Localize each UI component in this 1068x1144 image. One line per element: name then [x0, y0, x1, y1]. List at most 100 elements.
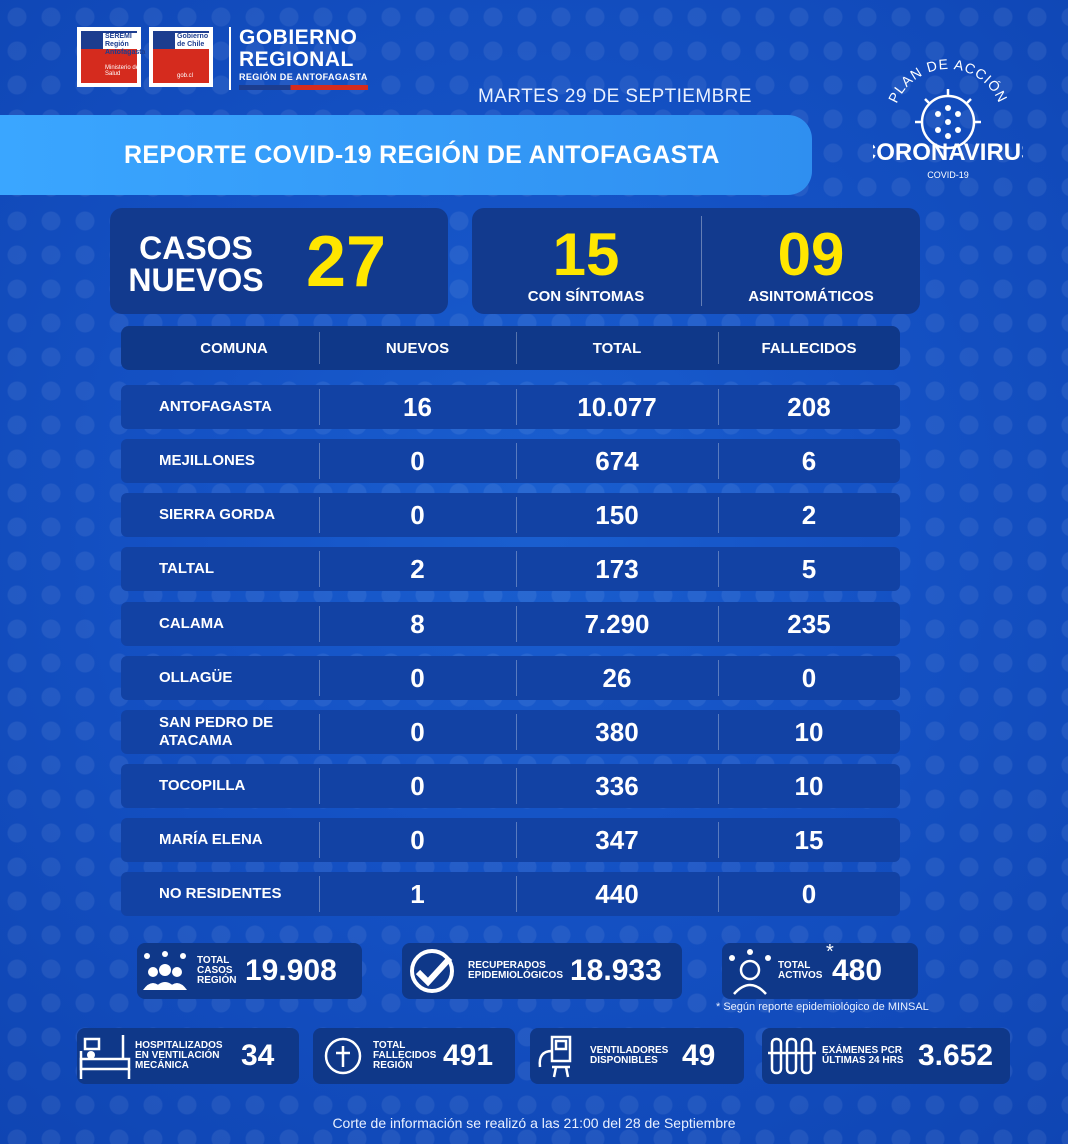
activos-note-text: Según reporte epidemiológico de MINSAL: [723, 1001, 929, 1013]
test-tubes-icon: [768, 1037, 816, 1075]
ventiladores-label: VENTILADORES DISPONIBLES: [590, 1045, 669, 1066]
table-row: SIERRA GORDA 0 150 2: [121, 493, 900, 537]
casos-label-line2: NUEVOS: [128, 262, 264, 298]
total-casos-value: 19.908: [245, 954, 337, 987]
cell-fallecidos: 0: [801, 878, 817, 909]
cell-fallecidos: 208: [787, 391, 831, 422]
fallecidos-label: TOTAL FALLECIDOS REGIÓN: [373, 1040, 437, 1071]
casos-nuevos-label: CASOS NUEVOS: [116, 232, 276, 296]
cell-total: 336: [595, 770, 639, 801]
cell-fallecidos: 235: [787, 608, 831, 639]
table-row: MEJILLONES 0 674 6: [121, 439, 900, 483]
sintomas-panel: 15 CON SÍNTOMAS 09 ASINTOMÁTICOS: [472, 208, 920, 314]
cell-comuna: MEJILLONES: [159, 452, 255, 469]
logos-bar: SEREMI Región Antofagasta Ministerio de …: [77, 27, 368, 90]
header-total: TOTAL: [592, 340, 642, 357]
ventiladores-box: VENTILADORES DISPONIBLES 49: [530, 1028, 744, 1084]
cell-total: 10.077: [577, 391, 657, 422]
table-row: MARÍA ELENA 0 347 15: [121, 818, 900, 862]
svg-text:PLAN DE ACCIÓN: PLAN DE ACCIÓN: [885, 56, 1011, 105]
con-sintomas-stat: 15 CON SÍNTOMAS: [486, 221, 686, 306]
con-sintomas-value: 15: [552, 221, 620, 288]
cell-nuevos: 0: [410, 662, 425, 693]
seremi-logo: SEREMI Región Antofagasta Ministerio de …: [77, 27, 145, 87]
gobierno-chile-logo: Gobierno de Chile gob.cl: [149, 27, 213, 87]
badge-main-text: CORONAVIRUS: [873, 139, 1023, 166]
asintomaticos-value: 09: [777, 221, 845, 288]
cross-icon: [324, 1037, 362, 1075]
con-sintomas-label: CON SÍNTOMAS: [527, 288, 645, 305]
cell-fallecidos: 5: [801, 553, 817, 584]
table-row: NO RESIDENTES 1 440 0: [121, 872, 900, 916]
cell-nuevos: 2: [410, 553, 425, 584]
page-title: REPORTE COVID-19 REGIÓN DE ANTOFAGASTA: [124, 141, 720, 169]
cell-fallecidos: 6: [801, 445, 817, 476]
cell-fallecidos: 15: [794, 824, 824, 855]
cell-comuna: SAN PEDRO DE ATACAMA: [159, 714, 274, 749]
cell-comuna: OLLAGÜE: [159, 669, 233, 686]
pcr-label: EXÁMENES PCR ÚLTIMAS 24 HRS: [822, 1045, 904, 1066]
asintomaticos-stat: 09 ASINTOMÁTICOS: [711, 221, 911, 306]
table-row: OLLAGÜE 0 26 0: [121, 656, 900, 700]
cell-comuna: TALTAL: [159, 560, 214, 577]
cell-fallecidos: 2: [801, 499, 817, 530]
recuperados-box: RECUPERADOS EPIDEMIOLÓGICOS 18.933: [402, 943, 682, 999]
seremi-logo-sub: Ministerio de Salud: [105, 65, 140, 77]
report-date: MARTES 29 DE SEPTIEMBRE: [478, 86, 752, 107]
cell-comuna: ANTOFAGASTA: [159, 398, 272, 415]
cell-nuevos: 0: [410, 824, 425, 855]
cell-total: 26: [602, 662, 632, 693]
activos-value: 480: [832, 954, 883, 987]
cell-nuevos: 16: [403, 391, 432, 422]
table-row: TALTAL 2 173 5: [121, 547, 900, 591]
casos-label-line1: CASOS: [139, 230, 253, 266]
cell-nuevos: 0: [410, 770, 425, 801]
hospitalizados-label: HOSPITALIZADOS EN VENTILACIÓN MECÁNICA: [135, 1040, 223, 1071]
recovered-check-icon: [410, 949, 454, 993]
summary-divider: [701, 216, 702, 306]
cell-total: 380: [595, 716, 639, 747]
cell-fallecidos: 10: [794, 770, 824, 801]
cell-total: 173: [595, 553, 639, 584]
recuperados-value: 18.933: [570, 954, 662, 987]
casos-nuevos-panel: CASOS NUEVOS 27: [110, 208, 448, 314]
hospitalizados-box: HOSPITALIZADOS EN VENTILACIÓN MECÁNICA 3…: [77, 1028, 299, 1084]
gobierno-chile-logo-text: Gobierno de Chile: [177, 33, 209, 48]
seremi-logo-text: SEREMI Región Antofagasta: [105, 33, 146, 56]
cell-nuevos: 8: [410, 608, 425, 639]
footer-note: Corte de información se realizó a las 21…: [332, 1115, 736, 1131]
gob-line3: REGIÓN DE ANTOFAGASTA: [239, 72, 368, 82]
cell-total: 150: [595, 499, 639, 530]
asterisk-mark: *: [826, 941, 834, 963]
activos-label: TOTAL ACTIVOS: [778, 960, 823, 981]
cell-total: 7.290: [584, 608, 650, 639]
title-banner: REPORTE COVID-19 REGIÓN DE ANTOFAGASTA: [0, 115, 812, 195]
ventiladores-value: 49: [682, 1039, 716, 1072]
cell-nuevos: 0: [410, 716, 425, 747]
cell-fallecidos: 0: [801, 662, 817, 693]
asintomaticos-label: ASINTOMÁTICOS: [748, 288, 874, 305]
total-casos-label: TOTAL CASOS REGIÓN: [197, 955, 237, 986]
cell-nuevos: 1: [410, 878, 425, 909]
cell-comuna: CALAMA: [159, 615, 224, 632]
fallecidos-box: TOTAL FALLECIDOS REGIÓN 491: [313, 1028, 515, 1084]
cell-total: 347: [595, 824, 639, 855]
ventilator-icon: [538, 1035, 572, 1078]
table-row: ANTOFAGASTA 16 10.077 208: [121, 385, 900, 429]
header-comuna: COMUNA: [200, 340, 268, 357]
cell-comuna: TOCOPILLA: [159, 777, 246, 794]
gobierno-chile-logo-sub: gob.cl: [177, 73, 194, 79]
casos-nuevos-value: 27: [306, 222, 387, 302]
pcr-box: EXÁMENES PCR ÚLTIMAS 24 HRS 3.652: [762, 1028, 1010, 1084]
table-row: CALAMA 8 7.290 235: [121, 602, 900, 646]
gob-line1: GOBIERNO: [239, 26, 358, 49]
recuperados-label: RECUPERADOS EPIDEMIOLÓGICOS: [468, 960, 564, 981]
table-header: COMUNA NUEVOS TOTAL FALLECIDOS: [121, 326, 900, 370]
cell-total: 674: [595, 445, 639, 476]
pcr-value: 3.652: [918, 1039, 994, 1072]
cell-nuevos: 0: [410, 499, 425, 530]
fallecidos-value: 491: [443, 1039, 494, 1072]
sick-person-icon: [729, 949, 771, 995]
cell-comuna: NO RESIDENTES: [159, 885, 282, 902]
header-fallecidos: FALLECIDOS: [761, 340, 857, 357]
